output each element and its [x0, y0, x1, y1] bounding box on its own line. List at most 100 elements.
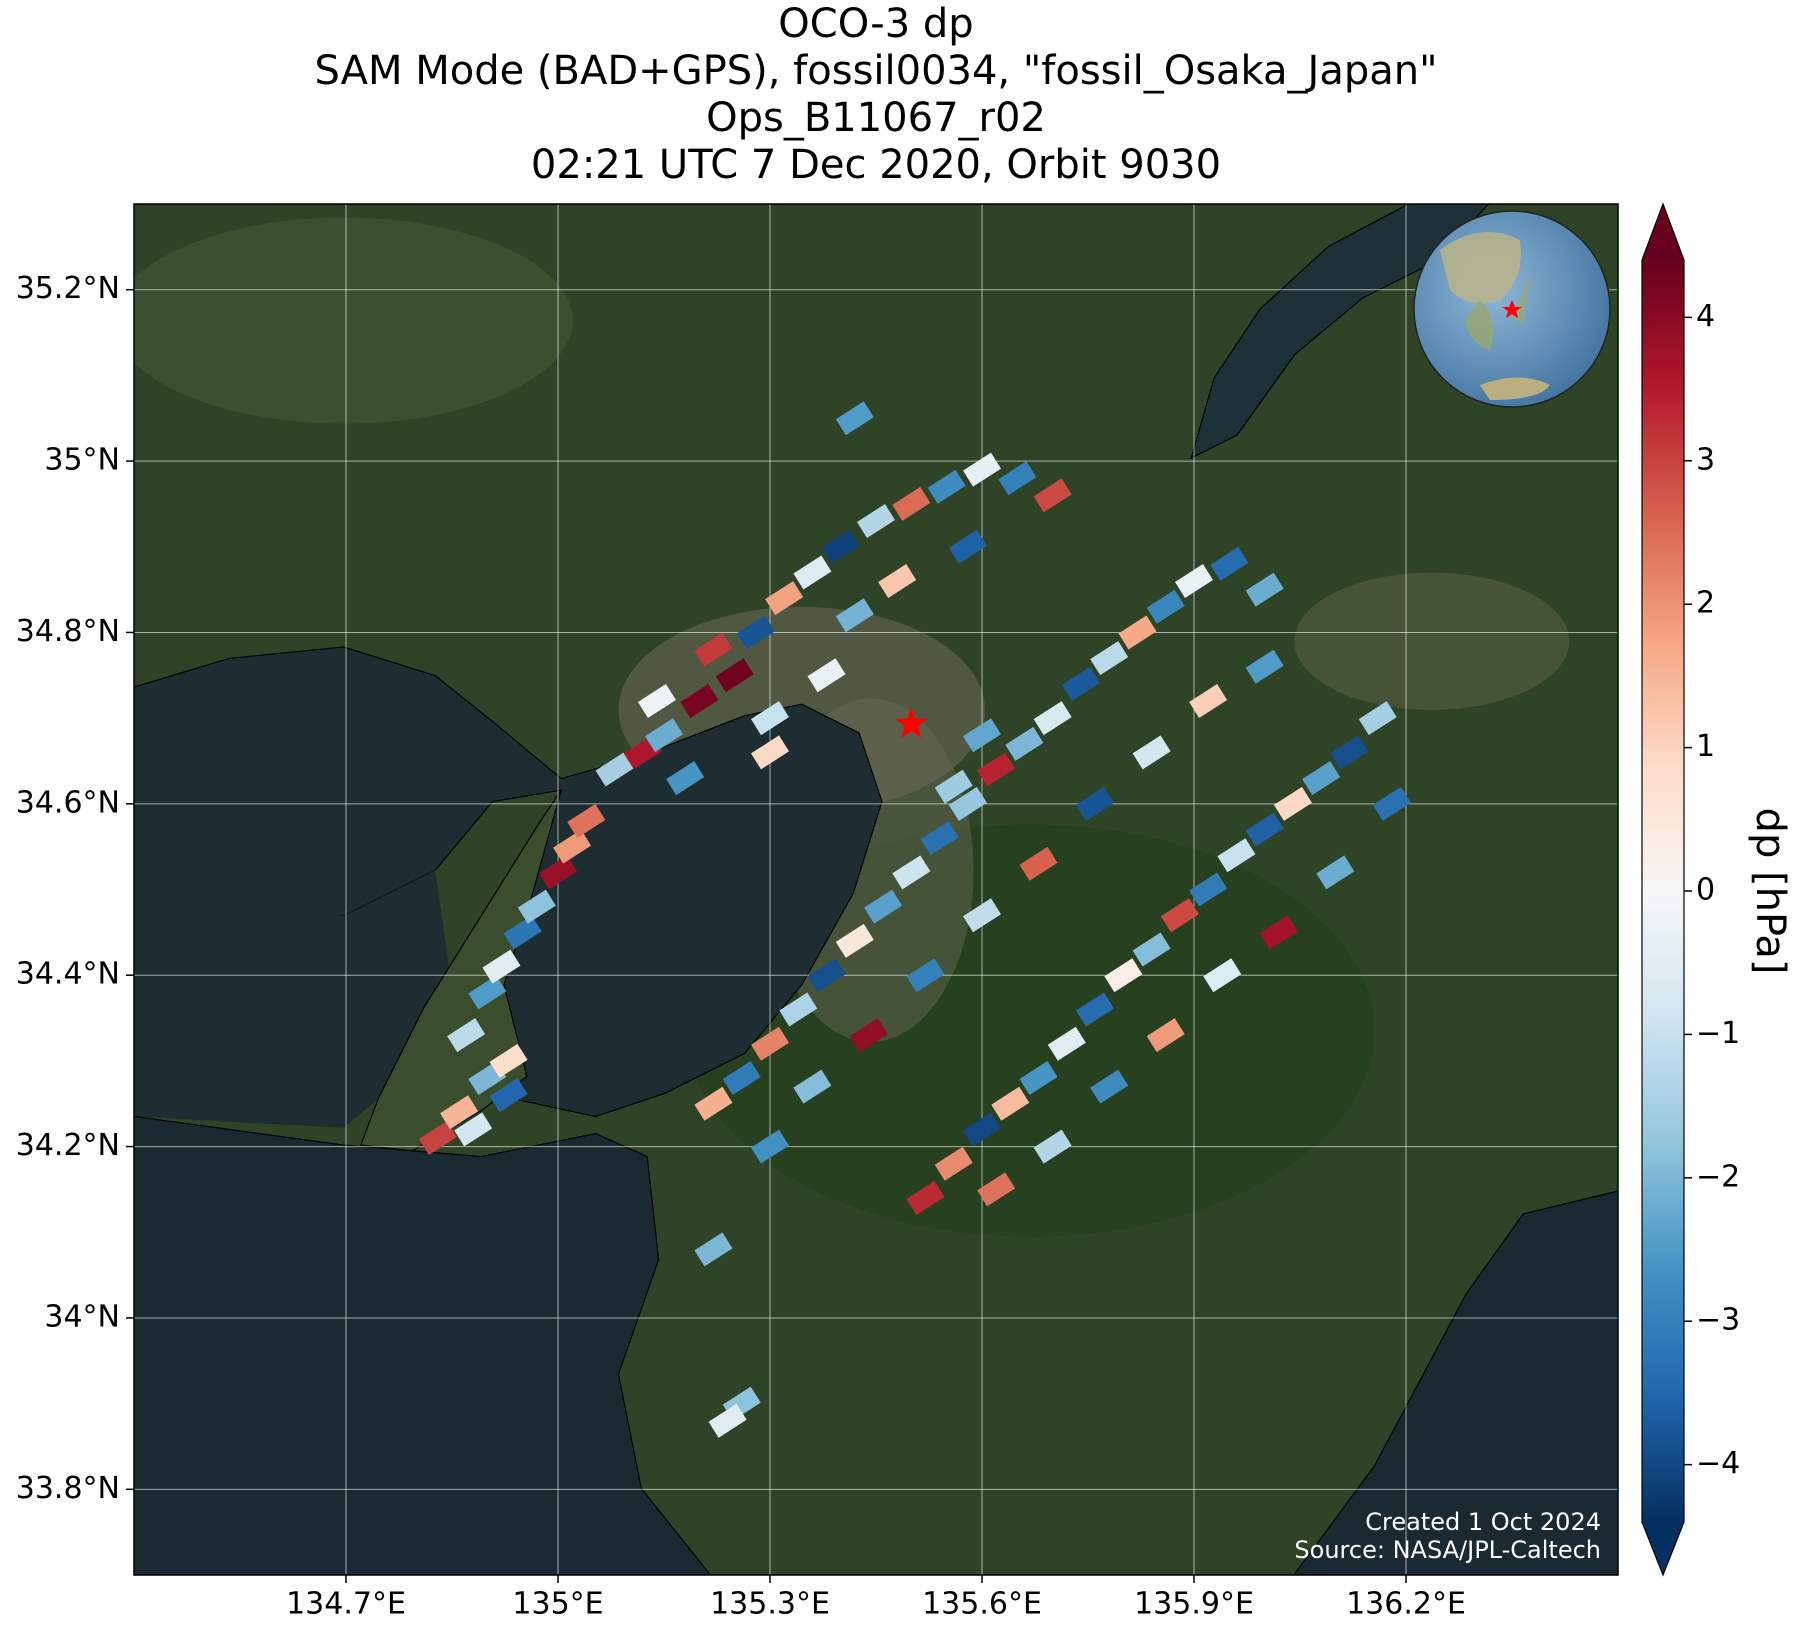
footprint	[878, 564, 917, 599]
colorbar-tick-label: 4	[1696, 299, 1715, 334]
colorbar-tick-label: −2	[1696, 1159, 1740, 1194]
footprint	[906, 1180, 945, 1215]
footprint	[1189, 872, 1228, 907]
footprint	[934, 1146, 973, 1181]
footprint	[751, 1026, 789, 1061]
map-frame	[133, 203, 1619, 1576]
footprint	[722, 1061, 761, 1096]
x-tick-label: 136.2°E	[1346, 1587, 1466, 1622]
footprint	[666, 761, 705, 796]
y-tick-label: 35°N	[44, 443, 120, 478]
colorbar-tick-label: −4	[1696, 1446, 1740, 1481]
footprint	[1302, 761, 1341, 796]
footprint	[1245, 572, 1284, 607]
footprint	[517, 889, 556, 924]
colorbar-tick-label: −3	[1696, 1303, 1740, 1338]
footprint	[1203, 958, 1242, 993]
footprint	[1160, 898, 1199, 933]
x-tick-label: 134.7°E	[286, 1587, 406, 1622]
footprint	[835, 401, 874, 436]
footprint	[567, 803, 606, 838]
footprint	[977, 1172, 1016, 1207]
inset-globe	[1413, 210, 1611, 408]
footprint	[1076, 786, 1115, 821]
footprint	[751, 735, 789, 770]
footprint	[1118, 615, 1157, 650]
colorbar-extend-max	[1642, 204, 1684, 260]
footprint	[1104, 958, 1143, 993]
chart-title: SAM Mode (BAD+GPS), fossil0034, "fossil_…	[314, 48, 1437, 94]
footprint	[807, 658, 846, 693]
footprint	[680, 683, 719, 718]
footprint	[708, 1403, 747, 1438]
y-tick-label: 34.8°N	[16, 614, 120, 649]
footprint	[553, 829, 592, 864]
footprint	[1358, 701, 1397, 736]
footprint	[1245, 812, 1284, 847]
footprint	[503, 915, 542, 950]
footprint	[1372, 786, 1411, 821]
footprint	[998, 461, 1037, 496]
footprint	[637, 683, 676, 718]
footprint	[694, 1232, 733, 1267]
footprint	[539, 855, 577, 890]
footprint	[857, 504, 895, 539]
footprint	[963, 1112, 1001, 1147]
colorbar-label: dp [hPa]	[1747, 808, 1793, 975]
target-marker	[895, 707, 928, 738]
chart-title: 02:21 UTC 7 Dec 2020, Orbit 9030	[531, 142, 1221, 188]
footprint	[694, 632, 733, 667]
footprint	[489, 1043, 528, 1078]
chart-title: OCO-3 dp	[778, 1, 973, 47]
x-tick-label: 135°E	[512, 1587, 603, 1622]
footprint	[934, 769, 973, 804]
footprint	[595, 752, 634, 787]
footprint	[765, 581, 804, 616]
footprint	[1146, 589, 1185, 624]
footprint	[1259, 915, 1298, 950]
footprint	[440, 1095, 479, 1130]
footprint	[807, 958, 846, 993]
footprint	[849, 1018, 888, 1053]
colorbar-tick-label: 1	[1696, 729, 1715, 764]
footprint	[715, 658, 754, 693]
footprint	[454, 1112, 493, 1147]
footprint	[1217, 838, 1256, 873]
footprint	[835, 598, 874, 633]
footprint	[1019, 1061, 1058, 1096]
footprint	[468, 975, 507, 1010]
footprint	[963, 898, 1001, 933]
footprint	[736, 615, 775, 650]
footprint	[482, 949, 521, 984]
footprint	[751, 701, 789, 736]
footprint	[927, 469, 966, 504]
y-tick-label: 34.4°N	[16, 957, 120, 992]
footprint	[1061, 666, 1100, 701]
footprint	[1047, 1026, 1086, 1061]
footprint	[1033, 1129, 1072, 1164]
footprint	[1090, 1069, 1129, 1104]
x-tick-label: 135.3°E	[710, 1587, 830, 1622]
y-tick-label: 33.8°N	[16, 1471, 120, 1506]
annotation: Created 1 Oct 2024	[1365, 1508, 1601, 1536]
footprint	[793, 1069, 832, 1104]
footprint	[920, 821, 959, 856]
footprint	[1189, 683, 1228, 718]
footprint	[963, 452, 1001, 487]
footprint	[892, 855, 931, 890]
x-tick-label: 135.6°E	[922, 1587, 1042, 1622]
footprint	[1175, 564, 1213, 599]
footprint	[694, 1086, 733, 1121]
y-tick-label: 35.2°N	[16, 271, 120, 306]
footprint	[821, 529, 860, 564]
footprint	[1330, 735, 1369, 770]
footprint	[1132, 932, 1171, 967]
footprint	[906, 958, 945, 993]
footprint	[793, 555, 832, 590]
footprint	[991, 1086, 1030, 1121]
footprint	[1146, 1018, 1185, 1053]
grid: 134.7°E 135°E 135.3°E 135.6°E 135.9°E 136.2°E…	[16, 204, 1618, 1622]
footprint	[1273, 786, 1312, 821]
